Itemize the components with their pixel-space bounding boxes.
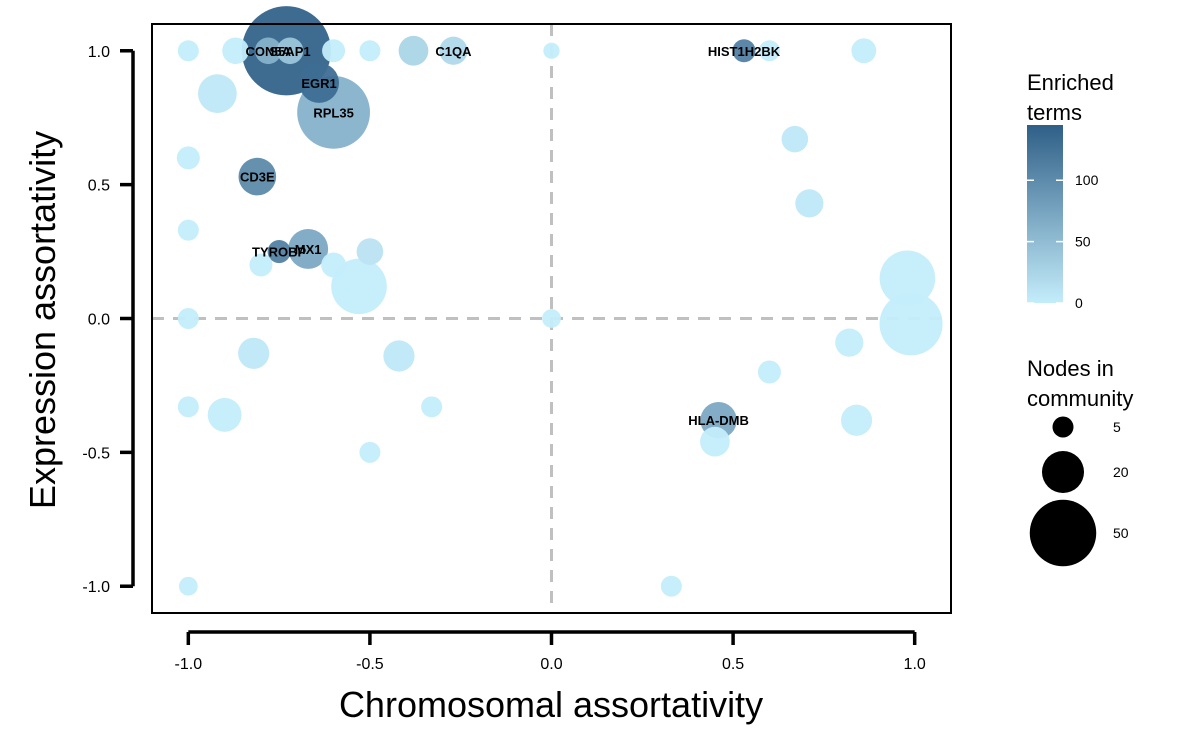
y-axis: -1.0 -0.5 0.0 0.5 1.0 xyxy=(82,44,135,596)
data-point xyxy=(276,37,304,65)
data-point xyxy=(660,575,682,597)
size-legend-title: Nodes in community xyxy=(1027,356,1133,411)
data-point xyxy=(207,397,242,432)
size-legend-label: 20 xyxy=(1113,464,1129,480)
x-tick-label: -1.0 xyxy=(175,656,203,673)
point-label: C1QA xyxy=(435,44,472,59)
y-tick-label: 0.0 xyxy=(88,312,110,329)
point-label: CON5A xyxy=(245,44,291,59)
data-point xyxy=(177,396,199,418)
data-point xyxy=(254,37,282,65)
data-point xyxy=(177,40,199,62)
data-point xyxy=(543,42,560,59)
data-point xyxy=(197,74,237,113)
x-tick-label: -0.5 xyxy=(356,656,384,673)
data-point xyxy=(795,189,824,218)
point-label: RPL35 xyxy=(313,105,353,120)
data-point xyxy=(542,309,561,328)
data-point xyxy=(851,38,877,64)
color-legend: Enriched terms 0 50 100 xyxy=(1027,70,1114,311)
size-legend-circle xyxy=(1052,416,1074,438)
data-point xyxy=(288,228,329,269)
y-tick-label: 1.0 xyxy=(88,44,110,61)
data-point xyxy=(840,404,873,436)
point-label: CD3E xyxy=(240,170,275,185)
point-label: MX1 xyxy=(295,242,322,257)
data-point xyxy=(299,62,340,103)
data-point xyxy=(176,146,200,170)
x-tick-label: 0.5 xyxy=(722,656,744,673)
x-axis-label: Chromosomal assortativity xyxy=(339,684,763,725)
plot-panel-border xyxy=(151,23,952,614)
data-point xyxy=(835,328,864,357)
data-point xyxy=(700,426,730,457)
data-point xyxy=(757,360,781,384)
colorbar-tick-label: 0 xyxy=(1075,295,1083,311)
data-points xyxy=(176,6,943,597)
size-legend-label: 5 xyxy=(1113,419,1121,435)
data-point xyxy=(359,441,381,463)
data-point xyxy=(781,125,809,153)
data-point xyxy=(177,307,199,330)
data-point xyxy=(249,253,273,277)
data-point xyxy=(222,37,249,65)
data-point xyxy=(177,219,199,241)
data-point xyxy=(383,340,415,372)
data-point xyxy=(331,258,387,315)
point-label: EGR1 xyxy=(301,76,336,91)
y-tick-label: -1.0 xyxy=(82,579,110,596)
point-label: S5AP1 xyxy=(269,44,310,59)
point-label: TYROBP xyxy=(252,245,307,260)
y-tick-label: -0.5 xyxy=(82,445,110,462)
color-legend-title: Enriched terms xyxy=(1027,70,1114,125)
data-point xyxy=(879,292,943,356)
size-legend-label: 50 xyxy=(1113,525,1129,541)
data-point xyxy=(267,240,291,264)
data-point xyxy=(439,36,468,65)
data-point xyxy=(732,39,756,63)
size-legend: Nodes in community 5 20 50 xyxy=(1027,356,1133,567)
x-axis: -1.0 -0.5 0.0 0.5 1.0 xyxy=(175,630,926,673)
x-tick-label: 1.0 xyxy=(904,656,926,673)
size-legend-circle xyxy=(1041,450,1085,494)
x-tick-label: 0.0 xyxy=(540,656,562,673)
data-point xyxy=(398,35,429,66)
data-point xyxy=(879,250,936,307)
data-point xyxy=(359,40,381,62)
colorbar xyxy=(1027,125,1063,303)
data-point xyxy=(238,157,277,196)
point-label: HLA-DMB xyxy=(688,413,749,428)
data-point xyxy=(758,40,780,62)
data-point xyxy=(356,238,384,265)
data-point xyxy=(322,39,346,63)
colorbar-tick-label: 100 xyxy=(1075,172,1099,188)
data-point xyxy=(321,252,347,278)
y-tick-label: 0.5 xyxy=(88,178,110,195)
colorbar-tick-label: 50 xyxy=(1075,234,1091,250)
y-axis-label: Expression assortativity xyxy=(22,131,63,509)
data-point xyxy=(178,576,198,596)
data-point xyxy=(421,396,443,418)
point-label: HIST1H2BK xyxy=(708,44,781,59)
data-point xyxy=(238,337,270,369)
size-legend-circle xyxy=(1029,499,1097,567)
